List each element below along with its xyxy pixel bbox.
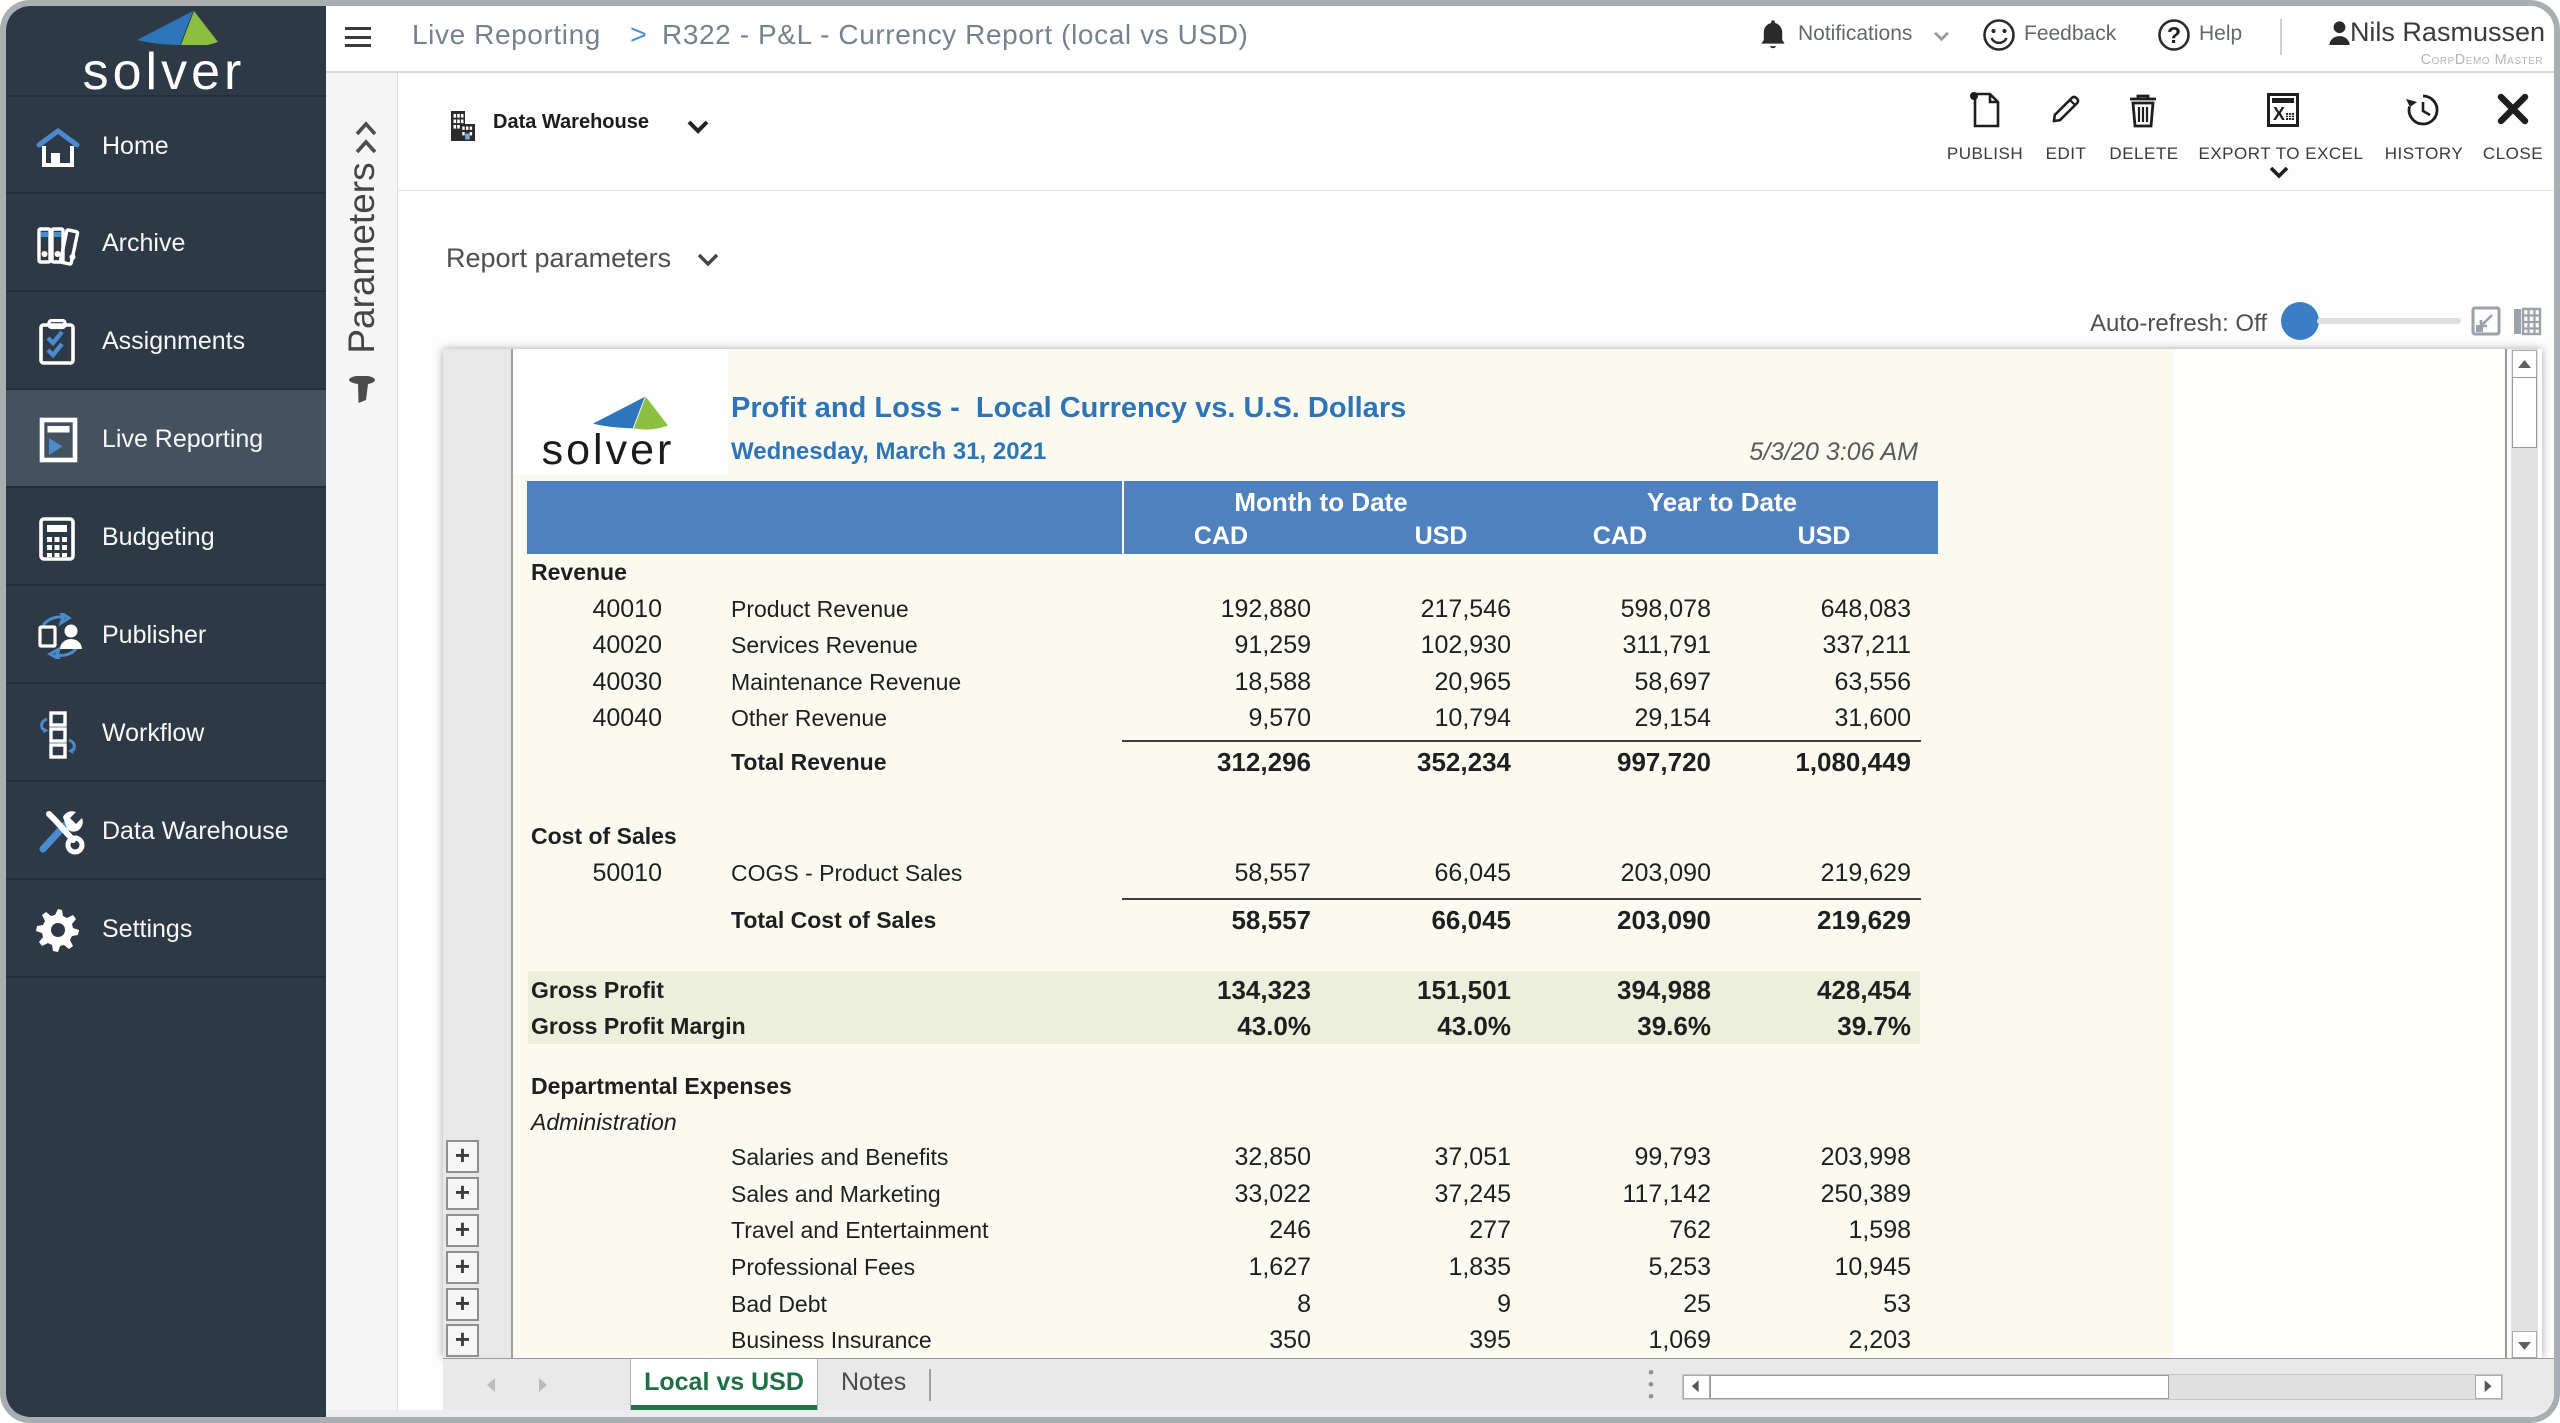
svg-text:X: X	[2273, 104, 2285, 124]
svg-text:?: ?	[2167, 22, 2181, 48]
